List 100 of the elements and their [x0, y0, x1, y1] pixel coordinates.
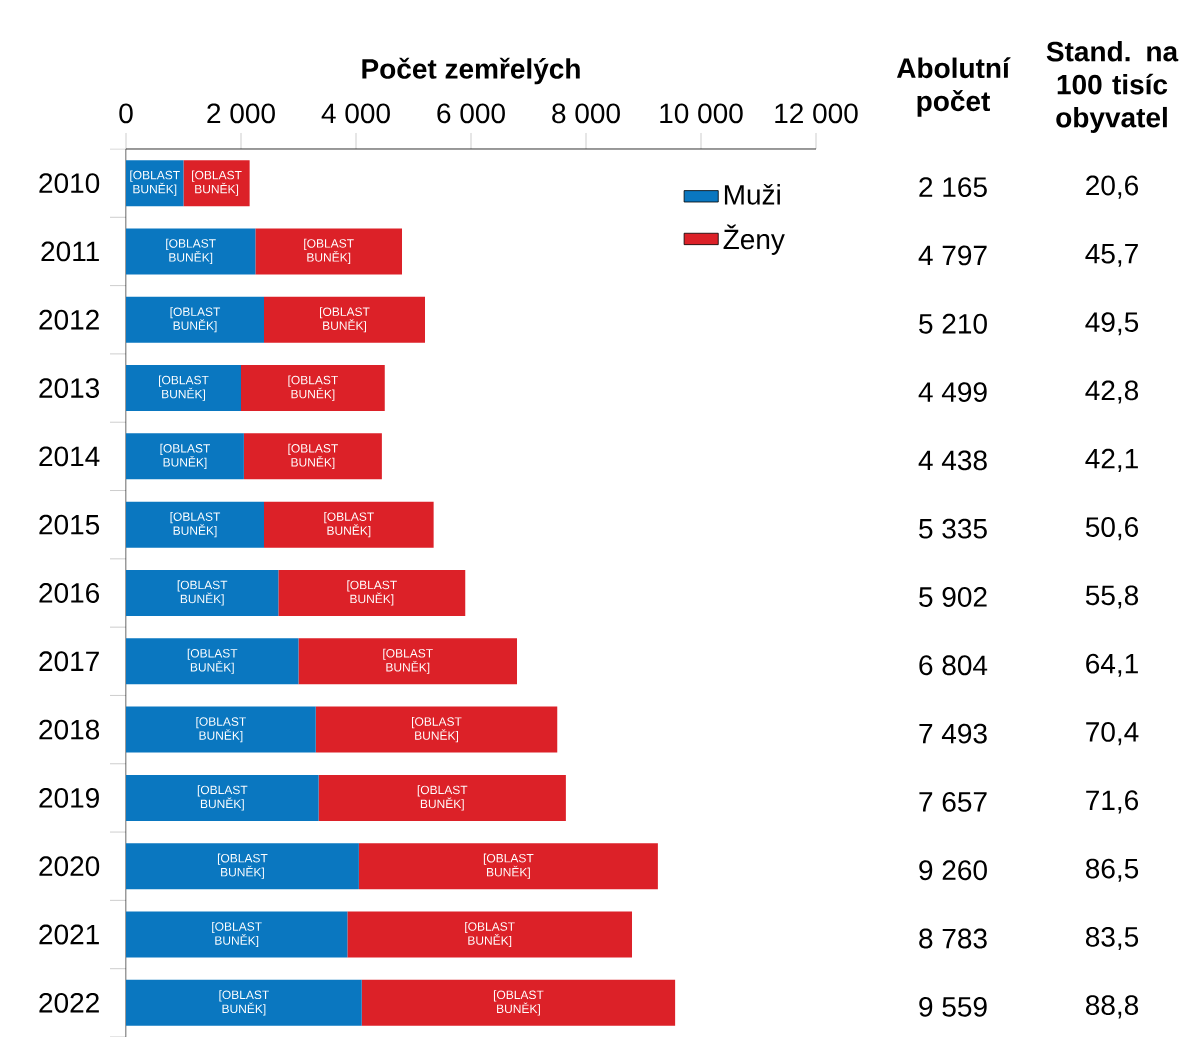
text: 70,4 — [1086, 722, 1139, 746]
data-label: [OBLAST BUNĚK] — [130, 170, 180, 196]
bar — [126, 706, 316, 753]
text: 4 499 — [918, 382, 987, 402]
bar — [264, 296, 425, 343]
data-label: [OBLAST BUNĚK] — [160, 443, 211, 469]
bar — [243, 433, 382, 480]
bar — [241, 365, 385, 412]
y-tick-label: 2011 — [41, 241, 99, 262]
text: 7 493 — [919, 723, 987, 744]
x-tick-label: 6 000 — [437, 103, 505, 124]
x-tick-label: 12 000 — [775, 103, 858, 124]
y-tick-label: 2019 — [39, 787, 99, 808]
text: 20,6 — [1086, 175, 1139, 199]
text: 2 165 — [919, 177, 987, 198]
y-tick-label: 2021 — [39, 924, 99, 945]
text: 42,1 — [1085, 448, 1138, 472]
data-label: [OBLAST BUNĚK] — [483, 853, 534, 879]
bar — [315, 706, 558, 753]
y-tick-label: 2012 — [39, 309, 99, 330]
data-label: [OBLAST BUNĚK] — [177, 580, 228, 606]
text: 6 804 — [919, 655, 988, 676]
text: Stand. na 100 tisíc obyvatel — [1046, 40, 1179, 134]
data-label: [OBLAST BUNĚK] — [320, 307, 370, 333]
data-label: [OBLAST BUNĚK] — [187, 648, 238, 674]
bar — [126, 774, 319, 821]
bar — [126, 160, 184, 207]
text: 71,6 — [1086, 790, 1139, 814]
data-label: [OBLAST BUNĚK] — [288, 443, 338, 469]
text: 50,6 — [1085, 517, 1139, 541]
text: 42,8 — [1085, 380, 1139, 404]
text: 7 657 — [919, 791, 987, 812]
text: 5 335 — [919, 518, 987, 539]
x-tick-label: 2 000 — [207, 103, 275, 124]
text: 5 902 — [919, 587, 987, 607]
data-label: [OBLAST BUNĚK] — [304, 238, 354, 265]
text: 9 260 — [919, 860, 987, 881]
bar — [347, 911, 633, 958]
legend-label: Ženy — [723, 224, 785, 255]
y-tick-label: 2013 — [39, 378, 100, 398]
bar — [126, 843, 359, 890]
data-label: [OBLAST BUNĚK] — [465, 921, 515, 948]
bar — [126, 638, 299, 685]
x-tick-label: 10 000 — [660, 103, 743, 124]
data-label: [OBLAST BUNĚK] — [159, 375, 209, 401]
text: 86,5 — [1085, 858, 1139, 882]
data-label: [OBLAST BUNĚK] — [347, 580, 397, 606]
text: 83,5 — [1085, 926, 1139, 951]
data-label: [OBLAST BUNĚK] — [197, 785, 248, 811]
legend-label: Muži — [724, 184, 780, 205]
data-label: [OBLAST BUNĚK] — [417, 785, 468, 811]
bar — [278, 569, 466, 616]
x-tick-label: 0 — [119, 103, 133, 124]
text: 45,7 — [1085, 244, 1138, 267]
y-tick-label: 2020 — [39, 856, 100, 877]
bar — [255, 228, 402, 275]
bar — [126, 296, 265, 343]
y-tick-label: 2010 — [39, 173, 100, 194]
y-tick-label: 2016 — [39, 583, 100, 603]
y-tick-label: 2018 — [39, 719, 100, 740]
y-tick-label: 2017 — [39, 651, 99, 672]
y-tick-label: 2022 — [39, 992, 99, 1013]
data-label: [OBLAST BUNĚK] — [412, 716, 462, 743]
data-label: [OBLAST BUNĚK] — [196, 716, 246, 743]
text: 64,1 — [1086, 653, 1138, 677]
text: 88,8 — [1085, 995, 1139, 1019]
bar — [126, 433, 244, 480]
bar — [126, 228, 256, 275]
data-label: [OBLAST BUNĚK] — [170, 307, 221, 333]
data-label: [OBLAST BUNĚK] — [288, 375, 338, 401]
bar — [126, 365, 242, 412]
bar — [126, 569, 279, 616]
data-label: [OBLAST BUNĚK] — [212, 921, 262, 948]
bar — [264, 501, 434, 548]
text: Abolutní počet — [896, 57, 1011, 117]
data-label: [OBLAST BUNĚK] — [170, 512, 221, 538]
data-label: [OBLAST BUNĚK] — [324, 512, 374, 538]
bar — [318, 774, 566, 821]
bar — [126, 911, 348, 958]
bar — [126, 979, 362, 1026]
y-tick-label: 2014 — [39, 446, 100, 467]
data-label: [OBLAST BUNĚK] — [166, 238, 216, 265]
text: 5 210 — [919, 313, 987, 334]
text: 9 559 — [919, 996, 987, 1017]
bar — [361, 979, 676, 1026]
data-label: [OBLAST BUNĚK] — [192, 170, 242, 196]
data-label: [OBLAST BUNĚK] — [383, 648, 433, 674]
data-label: [OBLAST BUNĚK] — [493, 990, 544, 1016]
bar — [126, 501, 265, 548]
x-axis-title: Počet zemřelých — [362, 57, 580, 85]
text: 49,5 — [1085, 312, 1139, 336]
bar — [358, 843, 658, 890]
text: 4 438 — [918, 450, 987, 471]
bar — [298, 638, 518, 685]
x-tick-label: 8 000 — [552, 103, 620, 124]
text: 4 797 — [918, 245, 987, 266]
x-tick-label: 4 000 — [321, 103, 390, 124]
text: 55,8 — [1085, 585, 1139, 609]
bar — [183, 160, 250, 207]
y-tick-label: 2015 — [39, 514, 100, 535]
